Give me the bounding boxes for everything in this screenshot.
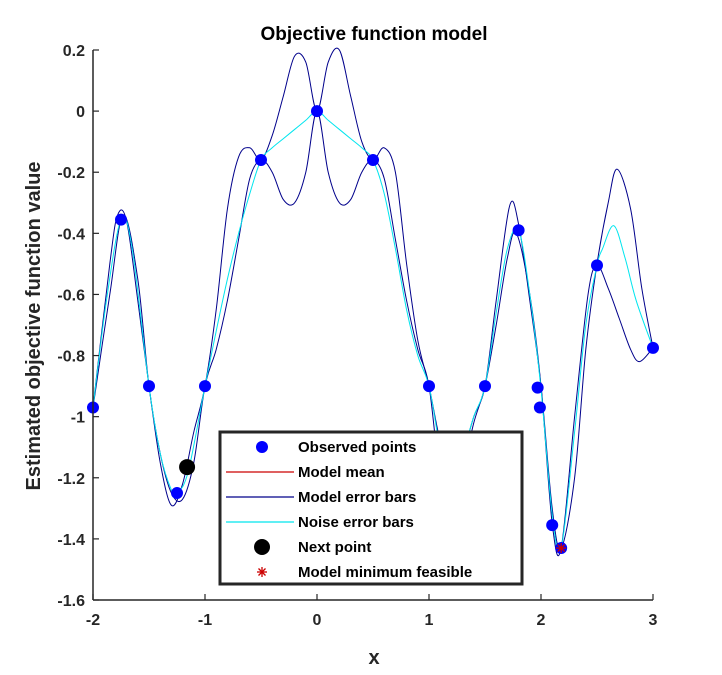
observed-point	[546, 519, 559, 532]
x-tick-label: -2	[86, 612, 100, 629]
plot-area	[87, 47, 659, 557]
observed-point	[171, 487, 183, 500]
legend-label: Observed points	[298, 439, 416, 456]
x-tick-label: 2	[537, 612, 546, 629]
y-tick-label: -0.4	[57, 226, 85, 243]
legend-label: Model mean	[298, 464, 385, 481]
x-tick-label: 3	[649, 612, 658, 629]
observed-point	[199, 380, 211, 393]
axes: -2 -1 0 1 2 3 0.2 0 -0.2 -0.4 -0.6 -0.8 -1 -1.2 -1.4 -1…	[57, 43, 657, 629]
legend-symbol-asterisk	[257, 567, 267, 577]
x-tick-label: -1	[198, 612, 212, 629]
observed-point	[591, 259, 603, 272]
y-tick-label: -1.6	[57, 593, 85, 610]
model-minimum-feasible-marker	[556, 543, 567, 554]
y-tick-label: 0	[76, 104, 85, 121]
y-tick-label: -1	[71, 410, 85, 427]
y-tick-label: -0.8	[57, 349, 85, 366]
y-tick-label: -0.2	[57, 165, 85, 182]
observed-point	[423, 380, 435, 393]
x-tick-label: 1	[425, 612, 434, 629]
next-point-marker	[179, 459, 196, 476]
observed-point	[512, 224, 525, 237]
legend: Observed points Model mean Model error bar…	[218, 430, 524, 586]
y-axis-label: Estimated objective function value	[23, 162, 45, 491]
legend-symbol-circle	[254, 539, 270, 555]
legend-label: Next point	[298, 539, 371, 556]
legend-label: Model error bars	[298, 489, 416, 506]
observed-point	[479, 380, 491, 393]
observed-point	[533, 401, 546, 414]
y-tick-label: -0.6	[57, 287, 85, 304]
observed-point	[531, 381, 544, 394]
legend-box	[218, 430, 524, 586]
observed-point	[255, 154, 267, 166]
legend-symbol-circle	[256, 441, 268, 453]
legend-label: Noise error bars	[298, 514, 414, 531]
observed-point	[115, 213, 127, 226]
x-tick-label: 0	[313, 612, 322, 629]
chart-title: Objective function model	[261, 24, 488, 45]
observed-point	[143, 380, 155, 393]
y-tick-label: 0.2	[63, 43, 85, 60]
asterisk-stroke	[557, 544, 566, 553]
observed-point	[311, 105, 323, 118]
asterisk-stroke	[258, 568, 266, 576]
y-tick-label: -1.4	[57, 532, 85, 549]
observed-point	[367, 154, 379, 166]
observed-point	[647, 341, 659, 354]
y-tick-label: -1.2	[57, 471, 85, 488]
x-axis-label: x	[368, 647, 379, 669]
legend-label: Model minimum feasible	[298, 564, 472, 581]
